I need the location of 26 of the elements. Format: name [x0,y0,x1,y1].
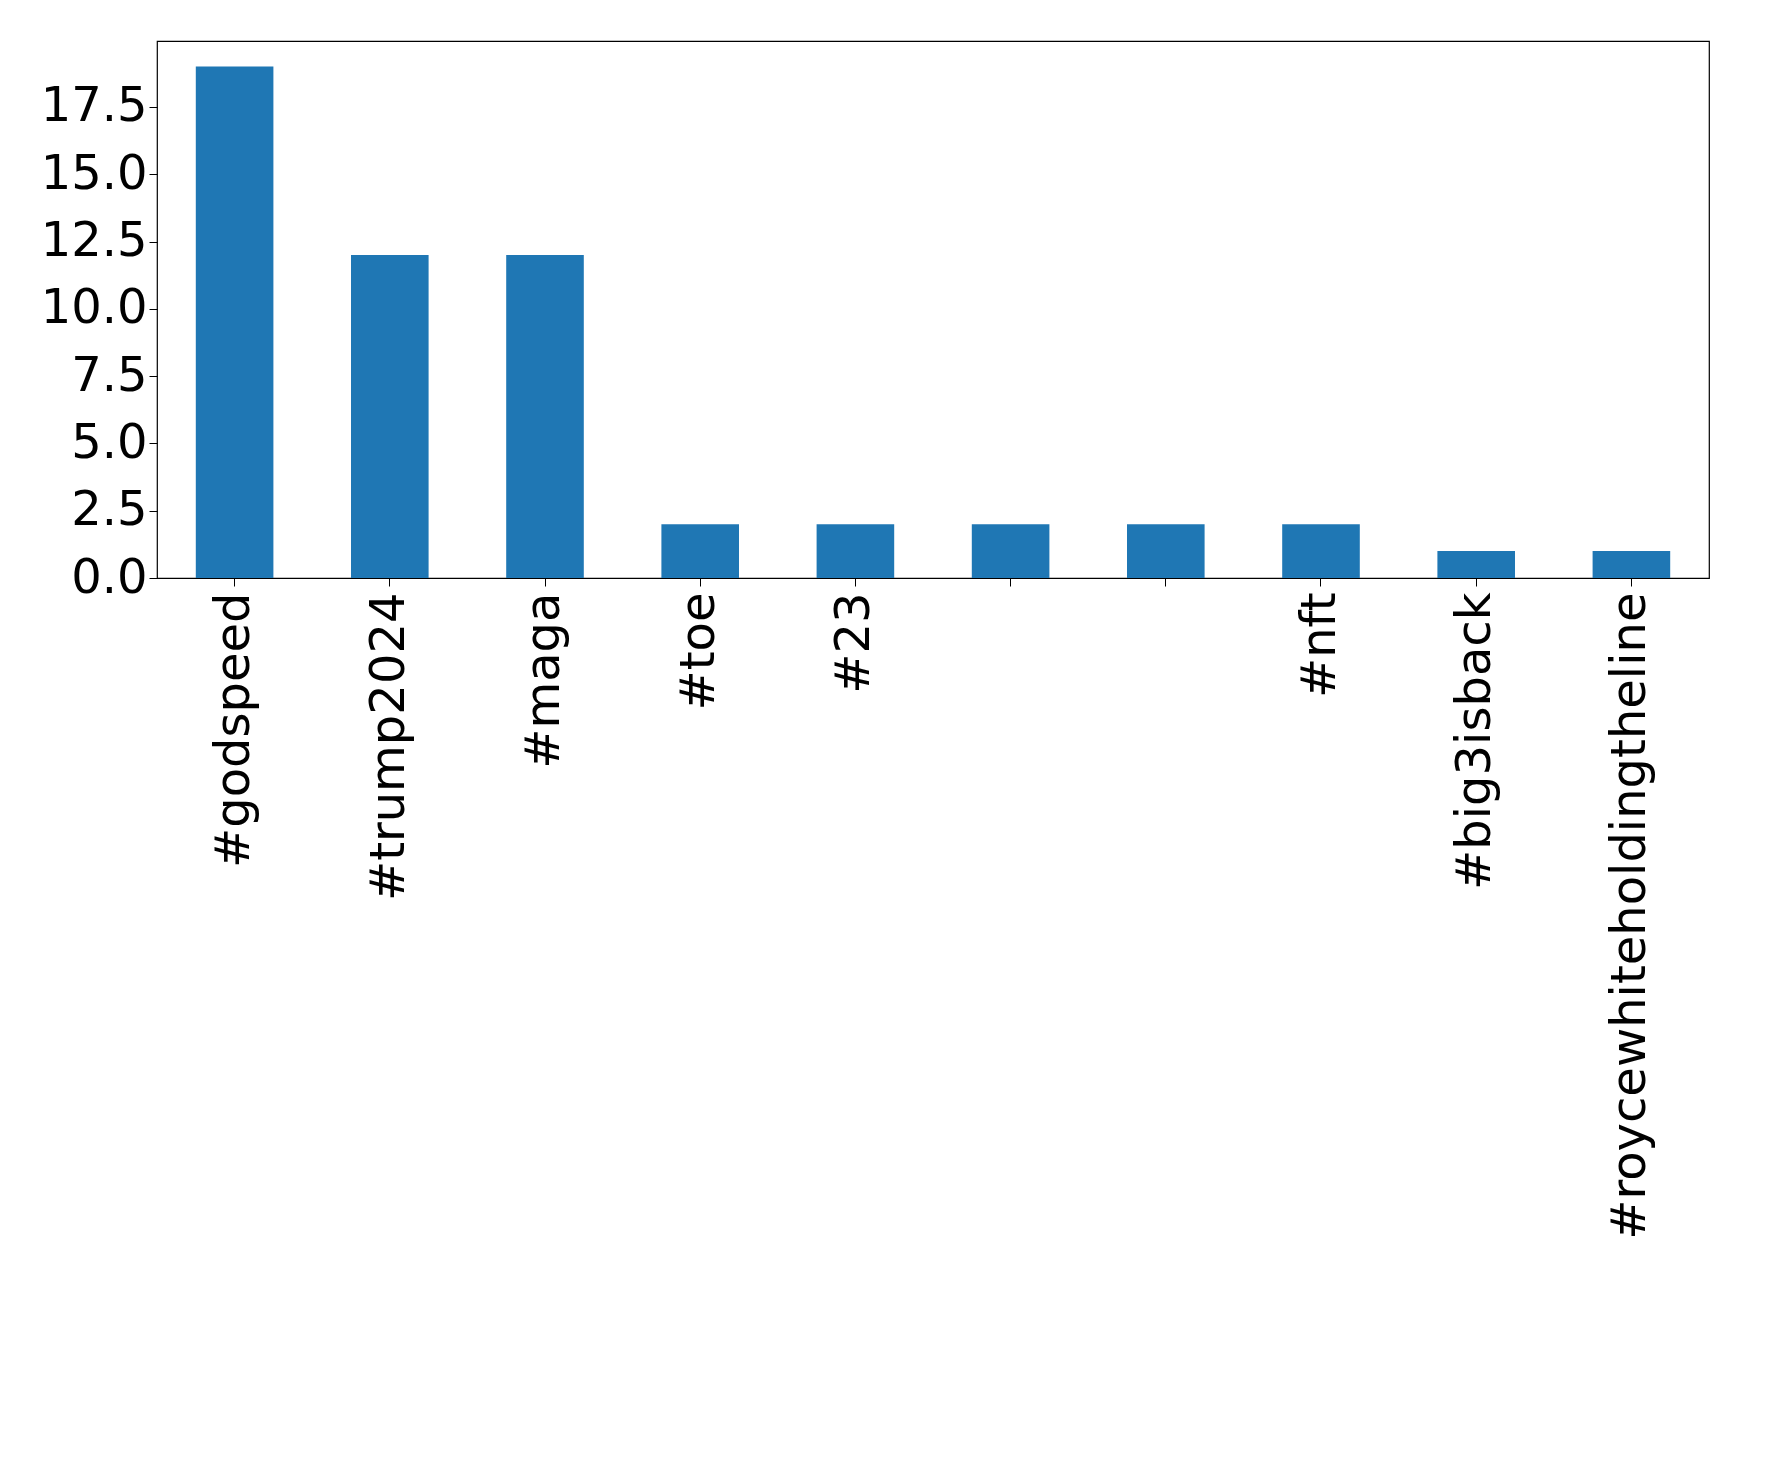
x-tick-label: #big3isback [1445,592,1502,890]
bar [816,524,895,578]
x-tick-label: #godspeed [203,592,260,869]
bar [1127,524,1205,578]
x-tick-label: #maga [514,592,570,769]
x-tick-label: #toe [669,592,726,711]
y-tick-label: 15.0 [40,143,148,200]
bar [351,254,429,578]
y-tick-label: 0.0 [71,547,148,604]
y-tick-label: 17.5 [40,76,148,133]
bar [1282,524,1360,578]
bar [195,66,274,578]
y-tick-label: 2.5 [71,480,148,537]
bar [971,524,1050,578]
y-tick-label: 10.0 [40,278,148,335]
y-tick-label: 12.5 [40,211,148,268]
y-tick-label: 7.5 [71,345,148,402]
x-tick-label: #trump2024 [358,592,415,902]
bar [661,524,739,578]
bar [1592,551,1671,578]
bar [1437,551,1515,578]
x-tick-label: #roycewhiteholdingtheline [1600,592,1657,1240]
bar [506,254,584,578]
x-tick-label: #nft [1290,592,1346,699]
x-tick-label: #23 [824,592,881,694]
y-tick-label: 5.0 [71,412,148,469]
